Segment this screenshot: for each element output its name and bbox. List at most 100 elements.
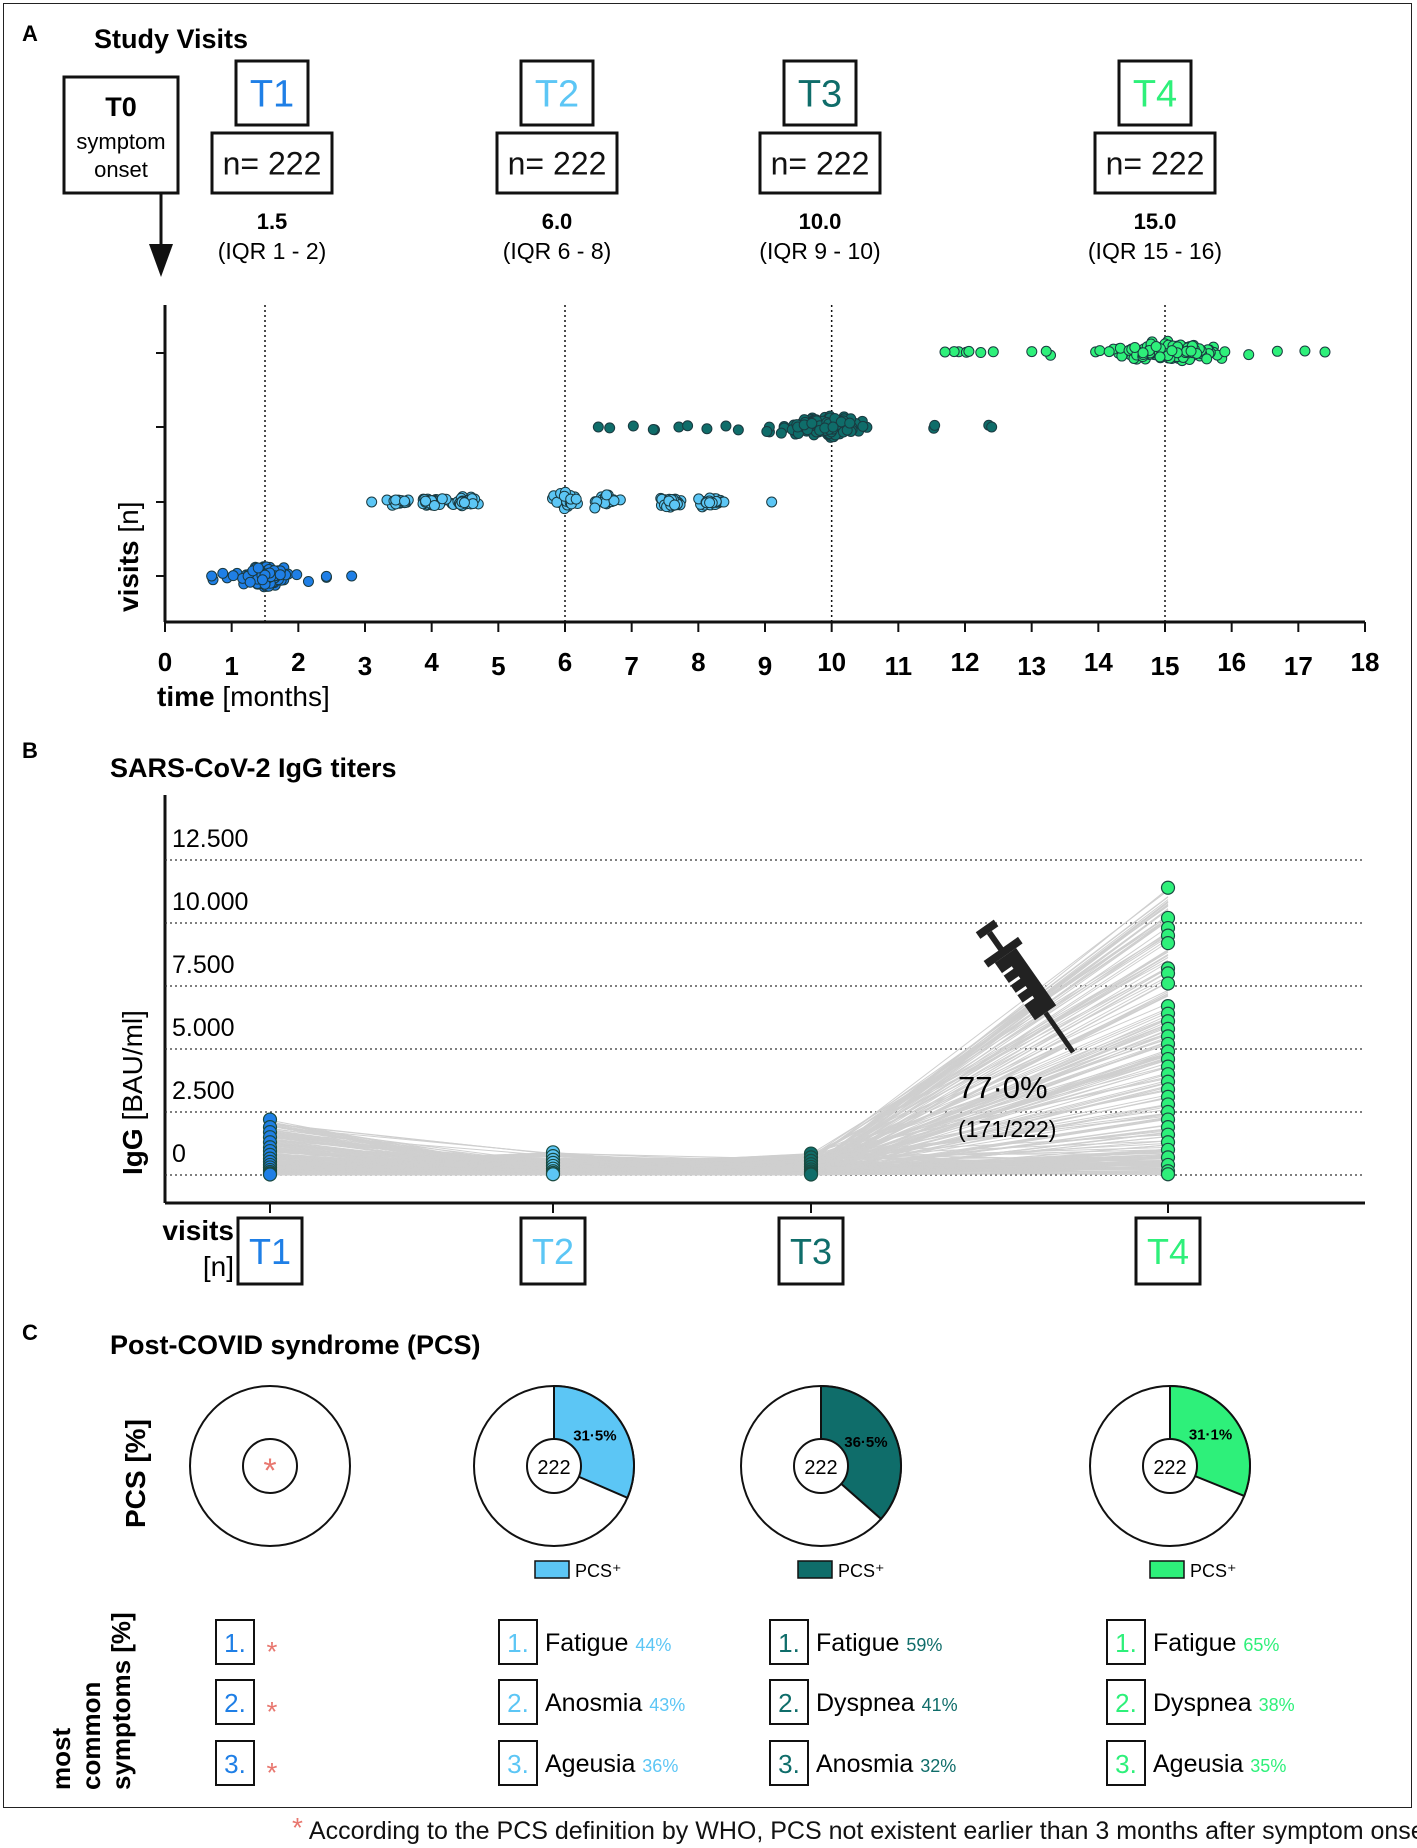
t0-symptom-onset: T0 symptom onset — [62, 75, 180, 195]
pie-inner — [526, 1438, 582, 1494]
symptom-rank-box — [215, 1740, 255, 1786]
panel-c-letter: C — [22, 1320, 38, 1345]
pie-inner — [242, 1438, 298, 1494]
panel-b-visit-T4-box — [1134, 1216, 1202, 1286]
symptom-text: Ageusia 36% — [545, 1750, 678, 1778]
visit-header-T1-box — [234, 59, 310, 127]
pie-slice-pcs — [820, 1384, 902, 1521]
symptom-rank-box — [215, 1619, 255, 1665]
symptom-rank-box — [1106, 1740, 1146, 1786]
swarm-point — [1185, 345, 1197, 357]
syringe-barrel — [994, 948, 1057, 1021]
symptom-T4-3: 3. Ageusia 35% — [1106, 1740, 1286, 1786]
swarm-point — [206, 570, 218, 582]
symptom-percent: 41% — [922, 1695, 958, 1715]
swarm-point — [256, 574, 268, 586]
panel-a-x-tick-label: 4 — [424, 647, 439, 677]
pie-legend-label: PCS⁺ — [575, 1561, 622, 1581]
visit-header-T4-text: T4 — [1133, 74, 1177, 116]
swarm-point — [704, 497, 716, 509]
visit-iqr-T3: (IQR 9 - 10) — [759, 238, 880, 264]
pie-slice-label: 31·5% — [573, 1427, 616, 1444]
visit-header-T3-box — [782, 59, 858, 127]
pie-T4: 31·1%222 PCS⁺ — [1089, 1384, 1252, 1581]
pie-center-n: 222 — [1153, 1457, 1186, 1479]
symptom-text: Anosmia 32% — [816, 1750, 956, 1778]
symptom-name: Ageusia — [1153, 1750, 1250, 1778]
swarm-point — [720, 420, 732, 432]
symptom-name: Anosmia — [545, 1689, 649, 1717]
panel-b-y-tick-label: 5.000 — [172, 1014, 235, 1042]
symptom-T3-1: 1. Fatigue 59% — [769, 1619, 942, 1665]
panel-a-ylabel: visits [n] — [113, 501, 144, 612]
panel-c-ylabel-line: most — [46, 1728, 76, 1790]
swarm-point — [766, 496, 778, 508]
pie-inner — [793, 1438, 849, 1494]
igg-link-line — [269, 1140, 1169, 1175]
symptom-rank: 3. — [778, 1749, 800, 1779]
visit-header-T2-box — [519, 59, 595, 127]
swarm-point — [929, 419, 941, 431]
igg-point — [545, 1167, 561, 1182]
symptom-text: Fatigue 65% — [1153, 1629, 1279, 1657]
panel-a-x-tick-label: 1 — [224, 651, 238, 681]
swarm-point — [420, 495, 432, 507]
visit-n-T2-box — [495, 131, 619, 195]
swarm-point — [274, 569, 286, 581]
swarm-point — [986, 421, 998, 433]
symptom-percent: 32% — [920, 1756, 956, 1776]
visit-header-T1: T1 — [234, 59, 310, 127]
igg-link-line — [269, 1089, 1169, 1165]
swarm-point — [1150, 341, 1162, 353]
igg-points-T3 — [803, 1146, 819, 1182]
visit-n-T3: n= 222 — [758, 131, 882, 195]
symptom-rank-box — [1106, 1619, 1146, 1665]
swarm-point — [592, 421, 604, 433]
swarm-point — [608, 495, 620, 507]
visit-header-T4: T4 — [1117, 59, 1193, 127]
swarm-point — [627, 420, 639, 432]
panel-a-x-tick-label: 13 — [1017, 651, 1046, 681]
visit-header-T3-text: T3 — [798, 74, 842, 116]
visit-header-T3: T3 — [782, 59, 858, 127]
vaccination-percent: 77·0% — [958, 1070, 1048, 1105]
symptom-name: Fatigue — [545, 1629, 635, 1657]
panel-b-letter: B — [22, 738, 38, 763]
panel-a-xlabel-unit: [months] — [222, 681, 329, 712]
panel-a-x-tick-label: 12 — [951, 647, 980, 677]
swarm-point — [436, 493, 448, 505]
panel-a-x-tick-label: 17 — [1284, 651, 1313, 681]
syringe-mark — [1022, 995, 1035, 1006]
syringe-plunger — [986, 930, 1005, 953]
syringe-plunger-top — [975, 919, 999, 939]
swarm-point — [1154, 351, 1166, 363]
panel-b-visit-T4-text: T4 — [1147, 1231, 1189, 1272]
symptom-name: Ageusia — [545, 1750, 642, 1778]
swarm-point — [1243, 349, 1255, 361]
swarm-point — [987, 346, 999, 358]
symptom-T3-2: 2. Dyspnea 41% — [769, 1679, 958, 1725]
symptom-percent: 43% — [649, 1695, 685, 1715]
symptom-text: Dyspnea 38% — [1153, 1689, 1295, 1717]
panel-b-y-tick-label: 10.000 — [172, 888, 248, 916]
swarm-point — [844, 417, 856, 429]
swarm-point — [1040, 345, 1052, 357]
swarm-point — [1319, 346, 1331, 358]
symptom-asterisk: * — [267, 1757, 278, 1788]
visit-iqr-T1: (IQR 1 - 2) — [218, 238, 327, 264]
symptom-rank: 1. — [507, 1628, 529, 1658]
panel-b-visit-T2: T2 — [519, 1216, 587, 1286]
swarm-point — [1137, 347, 1149, 359]
symptom-percent: 65% — [1243, 1635, 1279, 1655]
syringe-icon — [975, 919, 1076, 1054]
t0-line1: symptom — [76, 129, 165, 154]
pie-inner — [1142, 1438, 1198, 1494]
panel-a-ylabel-unit: [n] — [113, 501, 144, 532]
vaccination-fraction: (171/222) — [958, 1116, 1056, 1142]
swarm-point — [252, 562, 264, 574]
visit-iqr-T2: (IQR 6 - 8) — [503, 238, 612, 264]
panel-a-x-tick-label: 2 — [291, 647, 305, 677]
panel-c-ylabel-line: symptoms [%] — [106, 1612, 136, 1790]
panel-c-ylabel-pcs: PCS [%] — [120, 1419, 151, 1528]
swarm-point — [682, 420, 694, 432]
